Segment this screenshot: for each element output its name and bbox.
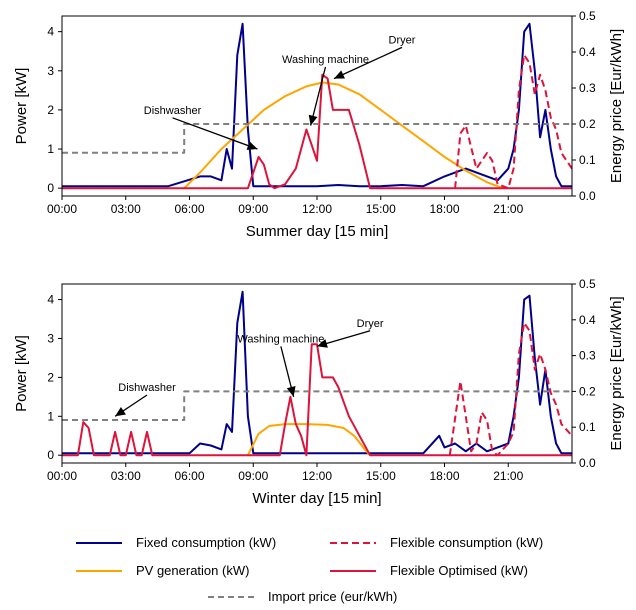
x-tick-label: 09:00 xyxy=(238,202,268,216)
x-axis-label: Winter day [15 min] xyxy=(252,490,381,507)
x-tick-label: 21:00 xyxy=(493,469,523,483)
annotation-label: Washing machine xyxy=(237,333,324,345)
y2-tick-label: 0.5 xyxy=(579,9,596,23)
series-group xyxy=(62,22,572,190)
winter-panel: 00:00 03:00 06:00 09:00 12:00 15:00 18:00 21:00… xyxy=(13,277,625,507)
annotation-arrow-line xyxy=(309,66,327,126)
y2-tick-label: 0.4 xyxy=(579,45,596,59)
series-line-fixed xyxy=(62,22,572,188)
legend-label-flex_opt: Flexible Optimised (kW) xyxy=(390,563,528,578)
y-tick-label: 2 xyxy=(47,370,54,384)
y2-tick-label: 0.4 xyxy=(579,313,596,327)
annotation-label: Dryer xyxy=(357,318,384,330)
annotation-arrow-head xyxy=(115,407,126,417)
y-tick-label: 2 xyxy=(47,103,54,117)
legend-label-fixed: Fixed consumption (kW) xyxy=(136,535,276,550)
annotation-arrow-line xyxy=(333,46,403,80)
x-tick-label: 03:00 xyxy=(111,202,141,216)
y2-tick-label: 0.3 xyxy=(579,81,596,95)
annotation-arrow-head xyxy=(246,141,258,150)
annotation-label: Dishwasher xyxy=(118,382,176,394)
y2-tick-label: 0.2 xyxy=(579,117,596,131)
series-line-pv xyxy=(247,423,371,456)
annotation-arrow-head xyxy=(308,114,318,126)
y2-tick-label: 0.1 xyxy=(579,420,596,434)
x-axis-label: Summer day [15 min] xyxy=(246,223,389,240)
annotation-arrow-head xyxy=(317,339,328,348)
series-line-flexible xyxy=(454,54,572,190)
y2-tick-label: 0.5 xyxy=(579,277,596,291)
legend: Fixed consumption (kW) Flexible consumpti… xyxy=(76,535,543,604)
y-tick-label: 4 xyxy=(47,293,54,307)
annotation-arrow-head xyxy=(286,386,296,397)
y-tick-label: 0 xyxy=(47,181,54,195)
plot-frame xyxy=(61,283,573,464)
x-tick-label: 06:00 xyxy=(174,202,204,216)
y2-tick-label: 0.0 xyxy=(579,189,596,203)
series-group xyxy=(62,290,572,457)
y-tick-label: 1 xyxy=(47,409,54,423)
y2-axis-label: Energy price [Eur/kWh] xyxy=(608,29,625,183)
series-line-pv xyxy=(183,81,504,190)
annotation-label: Dishwasher xyxy=(144,105,202,117)
x-tick-label: 21:00 xyxy=(493,202,523,216)
summer-panel: 00:00 03:00 06:00 09:00 12:00 15:00 18:00 21:00… xyxy=(13,9,625,240)
y2-axis-label: Energy price [Eur/kWh] xyxy=(608,296,625,450)
series-line-flex_opt xyxy=(62,73,572,190)
x-tick-label: 00:00 xyxy=(47,469,77,483)
legend-label-pv: PV generation (kW) xyxy=(136,563,249,578)
x-tick-label: 09:00 xyxy=(238,469,268,483)
y-tick-label: 4 xyxy=(47,25,54,39)
series-line-fixed xyxy=(62,290,572,455)
x-tick-label: 03:00 xyxy=(111,469,141,483)
annotation-arrow-head xyxy=(334,70,345,79)
y-tick-label: 0 xyxy=(47,448,54,462)
legend-label-flexible: Flexible consumption (kW) xyxy=(390,535,543,550)
x-tick-label: 06:00 xyxy=(174,469,204,483)
x-tick-label: 15:00 xyxy=(366,202,396,216)
x-tick-label: 15:00 xyxy=(366,469,396,483)
y-axis-label: Power [kW] xyxy=(13,68,30,145)
series-line-price xyxy=(62,390,572,421)
x-tick-label: 18:00 xyxy=(429,202,459,216)
plot-frame xyxy=(61,15,573,197)
x-tick-label: 18:00 xyxy=(429,469,459,483)
x-tick-label: 12:00 xyxy=(302,202,332,216)
series-line-flexible xyxy=(448,321,572,457)
annotation-label: Washing machine xyxy=(282,54,369,66)
y-tick-label: 3 xyxy=(47,64,54,78)
y2-tick-label: 0.0 xyxy=(579,456,596,470)
y2-tick-label: 0.1 xyxy=(579,153,596,167)
y2-tick-label: 0.2 xyxy=(579,384,596,398)
y-tick-label: 1 xyxy=(47,142,54,156)
x-tick-label: 12:00 xyxy=(302,469,332,483)
series-line-price xyxy=(62,123,572,154)
annotation-arrow-line xyxy=(172,117,258,150)
series-line-flex_opt xyxy=(62,343,572,457)
legend-label-price: Import price (eur/kWh) xyxy=(268,589,397,604)
y-tick-label: 3 xyxy=(47,331,54,345)
y-axis-label: Power [kW] xyxy=(13,335,30,412)
annotation-label: Dryer xyxy=(389,34,416,46)
y2-tick-label: 0.3 xyxy=(579,349,596,363)
x-tick-label: 00:00 xyxy=(47,202,77,216)
